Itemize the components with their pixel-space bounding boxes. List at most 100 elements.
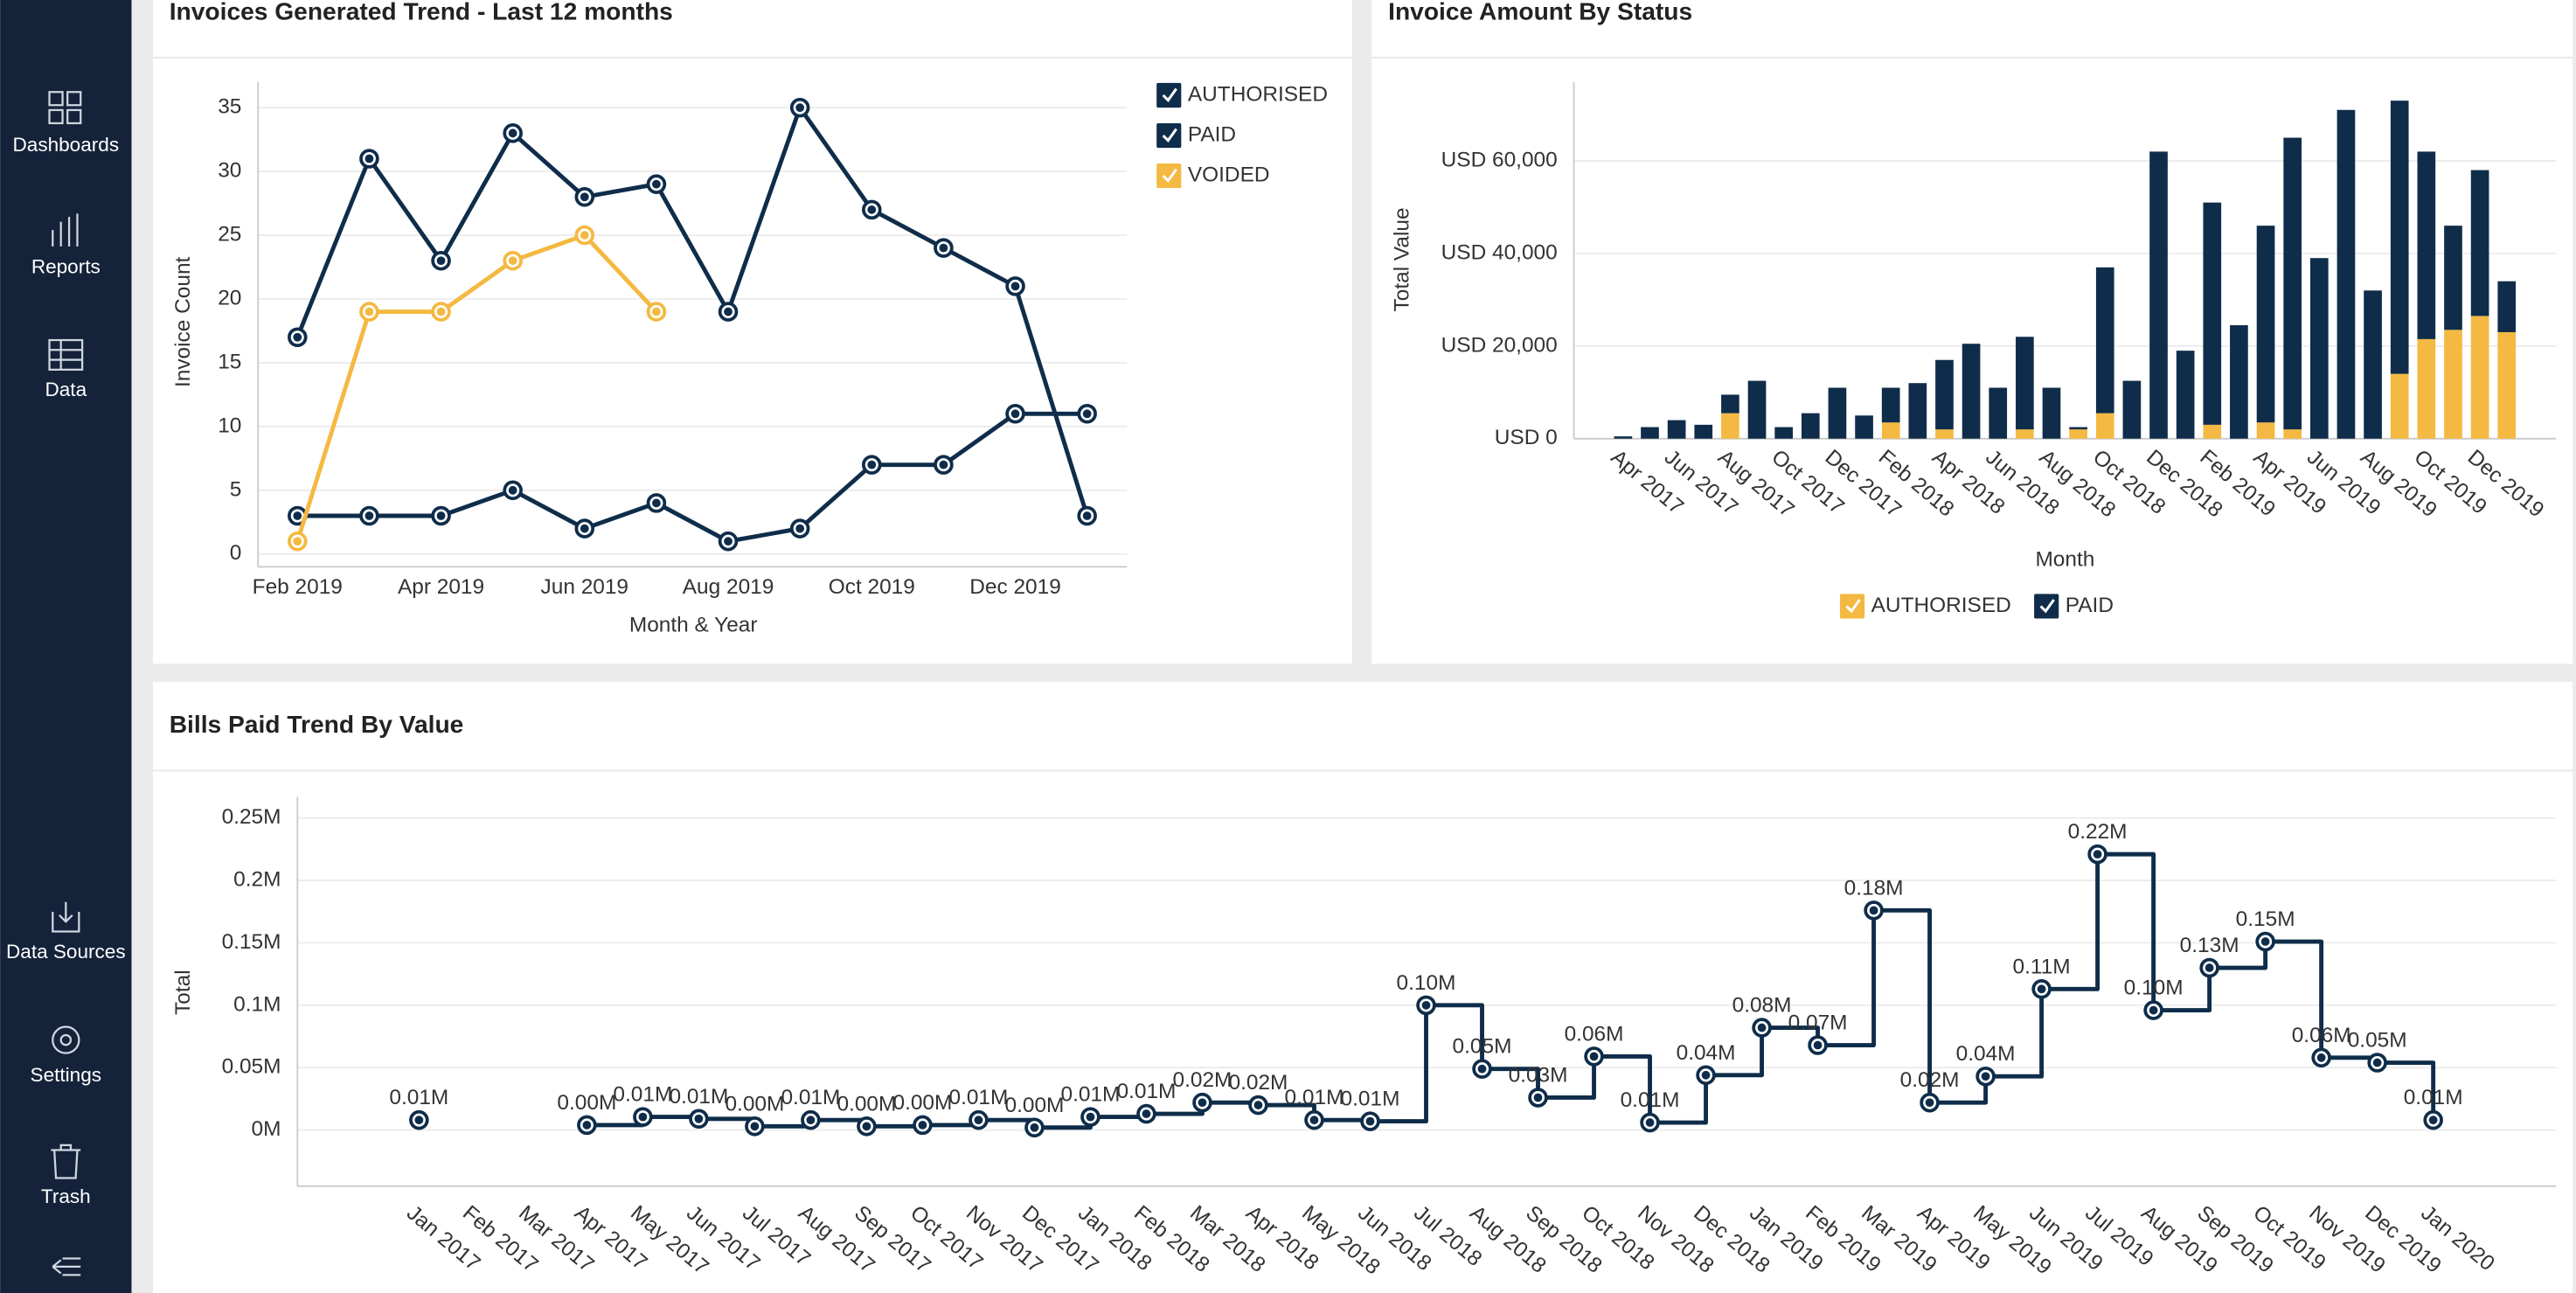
y-tick-label: 0.25M bbox=[222, 805, 281, 829]
data-label: 0.01M bbox=[389, 1086, 448, 1109]
data-icon[interactable] bbox=[48, 338, 84, 371]
settings-icon[interactable] bbox=[52, 1025, 80, 1054]
point-dot bbox=[795, 103, 805, 113]
reports-icon[interactable] bbox=[52, 213, 79, 247]
legend-label: PAID bbox=[2066, 594, 2114, 617]
y-tick-label: 25 bbox=[218, 222, 241, 246]
nav-label[interactable]: Data bbox=[45, 379, 87, 400]
y-tick-label: 0.05M bbox=[222, 1055, 281, 1079]
bar-segment bbox=[2283, 137, 2302, 430]
bar-segment bbox=[2470, 316, 2489, 439]
point-dot bbox=[867, 460, 877, 469]
bar-segment bbox=[2336, 109, 2356, 439]
point-dot bbox=[1757, 1023, 1767, 1032]
point-dot bbox=[1477, 1064, 1487, 1074]
bar-segment bbox=[1774, 427, 1794, 439]
trash-icon[interactable] bbox=[51, 1144, 81, 1179]
data-label: 0.04M bbox=[1677, 1041, 1736, 1065]
point-dot bbox=[1309, 1116, 1319, 1125]
nav-label[interactable]: Dashboards bbox=[13, 134, 120, 156]
legend-swatch bbox=[1839, 594, 1865, 619]
bar-segment bbox=[2149, 151, 2168, 439]
legend-swatch bbox=[1156, 122, 1182, 149]
point-dot bbox=[1981, 1072, 1990, 1081]
point-dot bbox=[2260, 937, 2270, 946]
dashboards-icon[interactable] bbox=[48, 91, 82, 125]
y-tick-label: 0.15M bbox=[222, 930, 281, 954]
legend-label: AUTHORISED bbox=[1871, 594, 2011, 617]
point-dot bbox=[1533, 1093, 1543, 1102]
point-dot bbox=[293, 511, 302, 520]
y-tick-label: 30 bbox=[218, 159, 241, 183]
chart-title: Invoices Generated Trend - Last 12 month… bbox=[170, 0, 673, 24]
bar-segment bbox=[1667, 420, 1686, 439]
point-dot bbox=[293, 537, 302, 546]
point-dot bbox=[1869, 906, 1878, 915]
legend-label: VOIDED bbox=[1188, 163, 1270, 187]
data-label: 0.01M bbox=[781, 1086, 840, 1109]
x-tick-label: Oct 2019 bbox=[829, 575, 915, 599]
point-dot bbox=[1813, 1040, 1823, 1050]
point-dot bbox=[939, 243, 948, 253]
bar-segment bbox=[2256, 226, 2275, 423]
point-dot bbox=[1142, 1109, 1151, 1118]
data-label: 0.01M bbox=[1285, 1086, 1344, 1109]
point-dot bbox=[724, 537, 733, 546]
nav-label[interactable]: Trash bbox=[41, 1185, 91, 1207]
bar-segment bbox=[1881, 422, 1900, 439]
y-axis-label: Invoice Count bbox=[171, 256, 195, 387]
data-label: 0.01M bbox=[2404, 1086, 2463, 1109]
nav-label[interactable]: Reports bbox=[31, 255, 101, 277]
point-dot bbox=[2372, 1058, 2382, 1067]
bar-segment bbox=[1747, 380, 1767, 439]
bar-segment bbox=[2016, 337, 2034, 430]
point-dot bbox=[918, 1121, 927, 1130]
nav-label[interactable]: Data Sources bbox=[6, 941, 126, 963]
bar-segment bbox=[2042, 387, 2061, 439]
bar-segment bbox=[1935, 429, 1954, 439]
data-label: 0.05M bbox=[2348, 1029, 2407, 1053]
legend-swatch bbox=[1156, 82, 1182, 108]
point-dot bbox=[652, 179, 661, 189]
data-label: 0.11M bbox=[2013, 955, 2071, 978]
point-dot bbox=[1701, 1070, 1711, 1080]
data-label: 0.00M bbox=[557, 1091, 616, 1115]
data-label: 0.00M bbox=[725, 1092, 784, 1116]
point-dot bbox=[1030, 1123, 1039, 1132]
collapse-icon[interactable] bbox=[52, 1257, 81, 1276]
bar-segment bbox=[2095, 267, 2114, 414]
bar-segment bbox=[1908, 383, 1927, 439]
point-dot bbox=[365, 154, 374, 163]
point-dot bbox=[867, 205, 877, 214]
y-tick-label: 0M bbox=[252, 1117, 281, 1141]
bar-segment bbox=[2203, 202, 2222, 425]
data-label: 0.15M bbox=[2236, 907, 2295, 931]
bar-segment bbox=[2095, 413, 2114, 439]
point-dot bbox=[652, 498, 661, 508]
sidebar-bg bbox=[0, 0, 132, 1293]
x-tick-label: Apr 2019 bbox=[398, 575, 484, 599]
data-label: 0.22M bbox=[2068, 820, 2128, 844]
legend-check bbox=[1162, 87, 1177, 102]
point-dot bbox=[508, 256, 517, 266]
data-label: 0.04M bbox=[1956, 1042, 2016, 1066]
point-dot bbox=[1421, 1000, 1431, 1010]
bar-segment bbox=[2390, 373, 2409, 439]
bar-segment bbox=[1694, 424, 1713, 439]
bar-segment bbox=[1962, 344, 1981, 439]
bar-segment bbox=[1881, 387, 1900, 423]
bar-segment bbox=[1989, 387, 2008, 439]
point-dot bbox=[1086, 1112, 1095, 1122]
nav-label[interactable]: Settings bbox=[31, 1064, 101, 1086]
y-tick-label: 0 bbox=[230, 541, 242, 565]
bar-segment bbox=[2230, 325, 2248, 439]
legend-swatch bbox=[1156, 163, 1182, 189]
bar-segment bbox=[2283, 429, 2302, 439]
y-tick-label: 0.1M bbox=[233, 992, 281, 1016]
bar-segment bbox=[2470, 170, 2489, 316]
panel bbox=[152, 681, 2573, 1293]
data-sources-icon[interactable] bbox=[52, 901, 80, 933]
series-line bbox=[295, 105, 1089, 517]
